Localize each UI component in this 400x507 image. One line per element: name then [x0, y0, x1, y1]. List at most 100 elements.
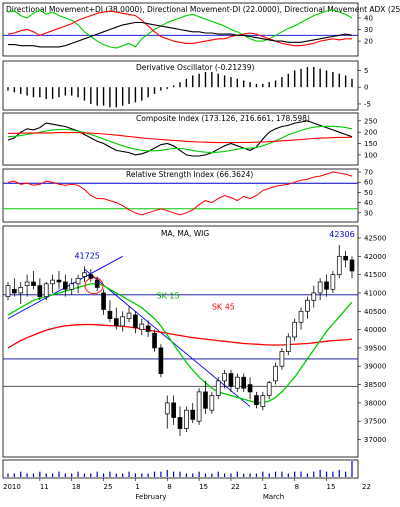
- candle-body: [82, 272, 87, 277]
- dmi-panel-title: Directional Movement+DI (38.0000), Direc…: [6, 5, 400, 14]
- x-tick-label-0: 2010: [3, 483, 21, 491]
- candle: [24, 274, 30, 297]
- dmi-tick-label-2: 40: [364, 14, 373, 22]
- candle-body: [349, 259, 355, 272]
- candle-body: [266, 382, 272, 396]
- composite-index-plot: 100 150 200 250: [7, 117, 377, 159]
- candle-body: [215, 380, 221, 396]
- price-tick-label-7: 40500: [364, 308, 386, 316]
- candle-body: [88, 274, 94, 279]
- candle: [260, 391, 266, 411]
- price-tick-label-0: 37000: [364, 436, 386, 444]
- candle-body: [228, 373, 234, 387]
- candle: [311, 285, 317, 308]
- composite-series-1: [7, 125, 353, 154]
- candle-body: [113, 318, 119, 327]
- candle-body: [311, 292, 317, 301]
- candle-body: [171, 402, 176, 418]
- candle-body: [177, 417, 183, 429]
- candle-body: [305, 299, 310, 312]
- candle: [324, 274, 329, 297]
- candle-body: [50, 279, 55, 285]
- candle-body: [279, 351, 285, 367]
- rsi-plot: 30 40 50 60 70: [3, 169, 373, 217]
- candle: [126, 305, 132, 323]
- candle-body: [222, 373, 227, 382]
- candle: [145, 320, 151, 337]
- candle: [222, 369, 227, 389]
- candle-body: [43, 283, 49, 297]
- price-tick-label-8: 41000: [364, 289, 386, 297]
- composite-series-2: [8, 132, 353, 144]
- candle-body: [203, 391, 208, 409]
- derivative-oscillator-frame: [2, 60, 359, 111]
- price-plot: 41725 42306 SK 15 SK 45 37000 37500 38000 38500…: [3, 230, 386, 444]
- rsi-tick-label-3: 60: [364, 179, 373, 187]
- rsi-tick-label-0: 30: [364, 209, 373, 217]
- candle: [139, 318, 145, 336]
- oscillator-tick-label-2: 5: [364, 67, 368, 75]
- price-tick-label-3: 38500: [364, 381, 386, 389]
- candle: [235, 373, 240, 392]
- candle-body: [209, 395, 215, 411]
- candle-body: [126, 312, 132, 319]
- volume-panel: [2, 459, 359, 479]
- candle: [158, 344, 164, 378]
- candle-body: [260, 395, 266, 407]
- candle: [43, 281, 49, 301]
- candle: [247, 377, 253, 400]
- candle-body: [336, 255, 342, 275]
- candle: [171, 395, 176, 425]
- x-tick-label-12: 15: [327, 483, 336, 491]
- candle-body: [101, 292, 106, 310]
- x-tick-label-1: 11: [40, 483, 49, 491]
- candle: [279, 347, 285, 370]
- candle-body: [196, 391, 202, 422]
- rsi-tick-label-2: 50: [364, 189, 373, 197]
- derivative-oscillator-panel: Derivative Oscillator (-0.21239) -5 0 5: [2, 60, 371, 111]
- composite-tick-label-3: 250: [364, 117, 377, 125]
- candle: [133, 311, 138, 334]
- candle: [88, 269, 94, 282]
- candle-body: [324, 281, 329, 290]
- x-tick-label-5: 1: [135, 483, 139, 491]
- candle: [82, 266, 87, 282]
- candle: [196, 388, 202, 425]
- candle-body: [107, 310, 113, 319]
- candle-body: [158, 347, 164, 374]
- candle-body: [24, 281, 30, 286]
- candle-body: [139, 323, 145, 330]
- candle: [254, 391, 259, 409]
- dmi-series-1: [7, 10, 352, 47]
- price-tick-label-6: 40000: [364, 326, 386, 334]
- candle: [152, 329, 157, 352]
- candle-body: [152, 332, 157, 349]
- rsi-series-0: [7, 171, 353, 216]
- candle-body: [190, 409, 196, 420]
- x-tick-label-7: 15: [199, 483, 208, 491]
- dmi-panel: Directional Movement+DI (38.0000), Direc…: [2, 2, 400, 57]
- rsi-tick-label-4: 70: [364, 169, 373, 177]
- price-panel: MA, MA, WIG 41725 42306 SK 15 SK 45 37000 375…: [2, 225, 386, 458]
- x-tick-label-4: February: [135, 493, 166, 501]
- candle: [336, 245, 342, 279]
- candle: [63, 274, 68, 297]
- candle-body: [145, 325, 151, 332]
- candle: [164, 395, 170, 429]
- candle-body: [285, 336, 291, 352]
- candle: [349, 256, 355, 279]
- candle-body: [31, 281, 36, 286]
- candle: [305, 296, 310, 319]
- candle-body: [63, 281, 68, 290]
- candle: [215, 377, 221, 400]
- rsi-title: Relative Strength Index (66.3624): [126, 170, 253, 179]
- composite-tick-label-1: 150: [364, 140, 377, 148]
- candle: [343, 250, 348, 268]
- candle: [101, 289, 106, 315]
- dmi-tick-label-1: 30: [364, 26, 373, 34]
- candle-body: [69, 283, 75, 290]
- x-tick-label-10: 1: [263, 483, 267, 491]
- price-trend-line-1: [84, 268, 251, 407]
- x-tick-label-9: March: [263, 493, 284, 501]
